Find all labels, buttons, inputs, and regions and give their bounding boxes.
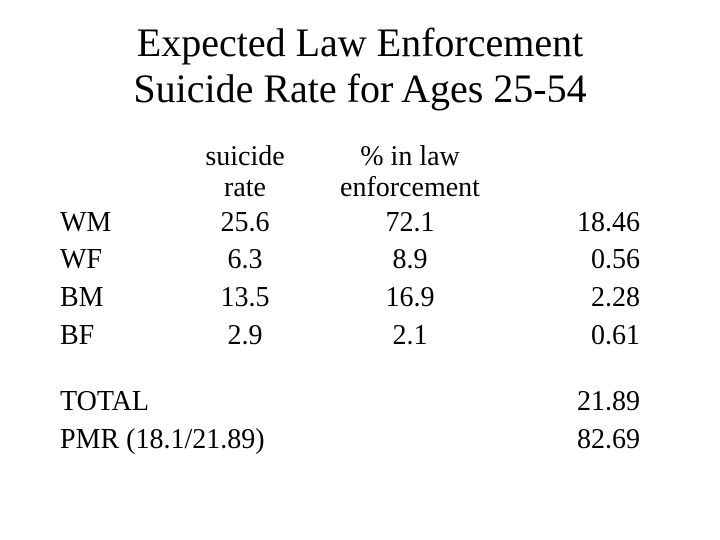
data-table: suicide rate % in law enforcement WM 25.… — [60, 142, 660, 458]
row-rate: 2.9 — [180, 317, 310, 355]
row-pct: 8.9 — [310, 241, 510, 279]
row-pct: 2.1 — [310, 317, 510, 355]
row-label: BF — [60, 317, 180, 355]
pmr-value: 82.69 — [510, 421, 640, 459]
slide-title: Expected Law Enforcement Suicide Rate fo… — [60, 20, 660, 112]
row-result: 0.56 — [510, 241, 640, 279]
pmr-label: PMR (18.1/21.89) — [60, 421, 510, 459]
header-pct-l2: enforcement — [340, 172, 480, 203]
spacer — [60, 355, 660, 383]
title-line-1: Expected Law Enforcement — [137, 20, 583, 65]
row-result: 0.61 — [510, 317, 640, 355]
row-label: WM — [60, 204, 180, 242]
header-suicide-rate: suicide rate — [180, 142, 310, 204]
row-rate: 6.3 — [180, 241, 310, 279]
row-label: BM — [60, 279, 180, 317]
row-rate: 13.5 — [180, 279, 310, 317]
row-pct: 16.9 — [310, 279, 510, 317]
header-rate-l1: suicide — [205, 141, 284, 172]
total-label: TOTAL — [60, 383, 510, 421]
row-result: 18.46 — [510, 204, 640, 242]
row-rate: 25.6 — [180, 204, 310, 242]
pmr-row: PMR (18.1/21.89) 82.69 — [60, 421, 660, 459]
row-pct: 72.1 — [310, 204, 510, 242]
row-result: 2.28 — [510, 279, 640, 317]
total-row: TOTAL 21.89 — [60, 383, 660, 421]
header-pct-l1: % in law — [360, 141, 460, 172]
row-label: WF — [60, 241, 180, 279]
table-row: WF 6.3 8.9 0.56 — [60, 241, 660, 279]
total-value: 21.89 — [510, 383, 640, 421]
slide: Expected Law Enforcement Suicide Rate fo… — [0, 0, 720, 458]
table-header-row: suicide rate % in law enforcement — [60, 142, 660, 204]
table-row: BM 13.5 16.9 2.28 — [60, 279, 660, 317]
table-row: BF 2.9 2.1 0.61 — [60, 317, 660, 355]
header-pct-law: % in law enforcement — [310, 142, 510, 204]
table-row: WM 25.6 72.1 18.46 — [60, 204, 660, 242]
title-line-2: Suicide Rate for Ages 25-54 — [133, 66, 586, 111]
header-rate-l2: rate — [224, 172, 266, 203]
